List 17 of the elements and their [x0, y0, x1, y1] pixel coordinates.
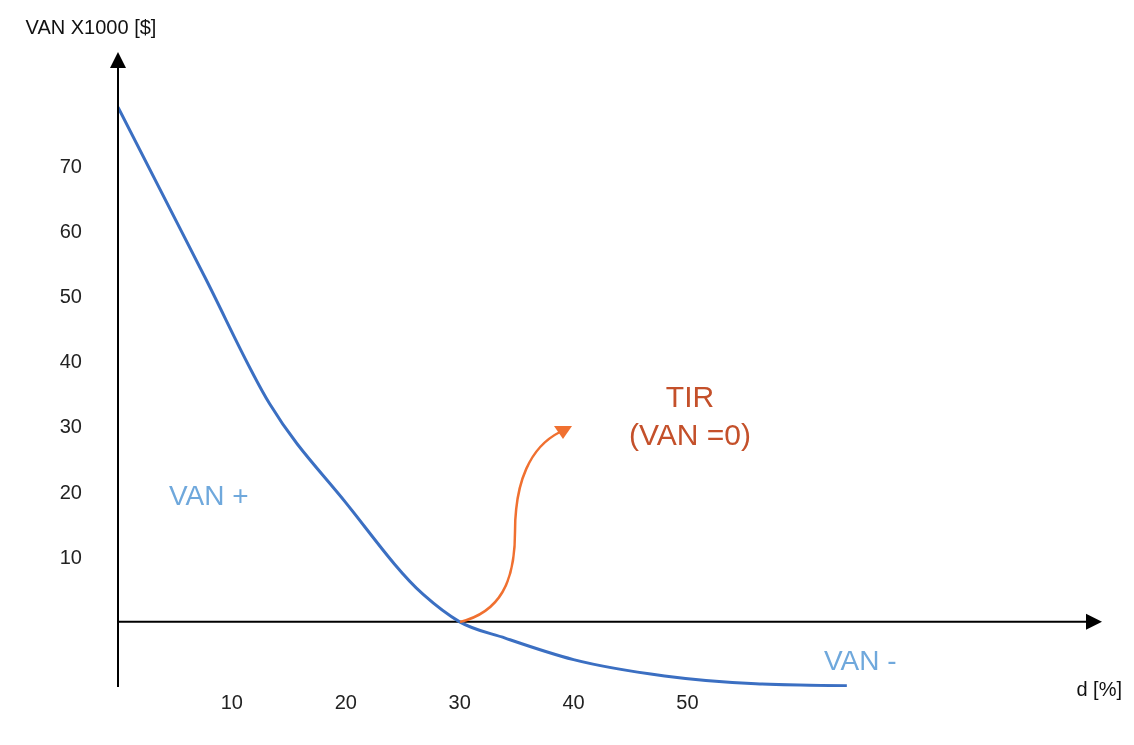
annotation: TIR (VAN =0) — [629, 380, 751, 451]
x-tick-label: 40 — [562, 691, 585, 714]
y-tick-label: 60 — [59, 219, 82, 242]
x-tick-label: 50 — [676, 691, 699, 714]
y-tick-label: 40 — [59, 350, 82, 373]
y-tick-label: 70 — [59, 154, 82, 177]
x-tick-label: 10 — [220, 691, 244, 714]
y-tick-label: 10 — [59, 545, 82, 568]
x-axis-title: d [%] — [1076, 678, 1122, 701]
y-tick-label: 50 — [59, 285, 82, 308]
annotation: VAN - — [824, 645, 897, 676]
x-tick-label: 20 — [334, 691, 357, 714]
x-tick-label: 30 — [448, 691, 471, 714]
y-tick-label: 30 — [59, 415, 82, 438]
y-tick-label: 20 — [59, 480, 82, 503]
y-axis-title: VAN X1000 [$] — [24, 15, 158, 40]
annotation: VAN + — [169, 480, 249, 511]
